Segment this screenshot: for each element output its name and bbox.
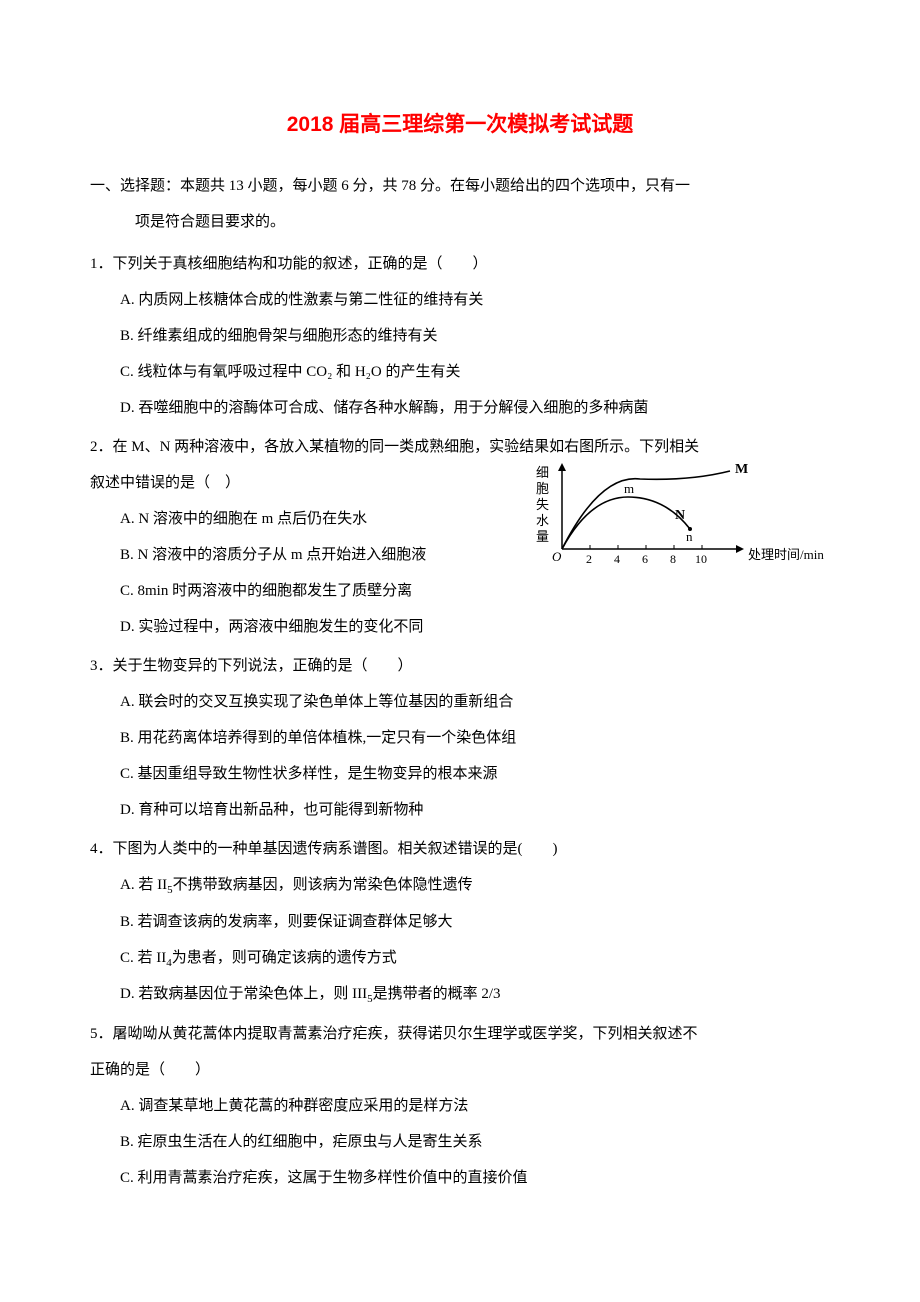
tick-label-4: 4 <box>614 552 620 566</box>
tick-label-2: 2 <box>586 552 592 566</box>
section-intro-line2: 项是符合题目要求的。 <box>135 204 830 240</box>
q4c-pre: C. 若 II <box>120 950 166 966</box>
label-point-n: n <box>686 529 693 544</box>
chart-ylabel-5: 量 <box>536 529 549 544</box>
chart-origin: O <box>552 549 562 564</box>
x-axis-arrow <box>736 545 744 553</box>
curve-m <box>562 471 730 549</box>
page-title: 2018 届高三理综第一次模拟考试试题 <box>90 100 830 150</box>
chart-ylabel-4: 水 <box>536 513 549 528</box>
q1-stem: 1．下列关于真核细胞结构和功能的叙述，正确的是（ ） <box>90 246 830 282</box>
q3-stem: 3．关于生物变异的下列说法，正确的是（ ） <box>90 648 830 684</box>
tick-label-10: 10 <box>695 552 707 566</box>
chart-xlabel: 处理时间/min <box>748 547 824 562</box>
section-intro-line1: 一、选择题：本题共 13 小题，每小题 6 分，共 78 分。在每小题给出的四个… <box>90 168 830 204</box>
q5-option-b: B. 疟原虫生活在人的红细胞中，疟原虫与人是寄生关系 <box>120 1124 830 1160</box>
q4-option-a: A. 若 II5不携带致病基因，则该病为常染色体隐性遗传 <box>120 867 830 903</box>
q1-option-d: D. 吞噬细胞中的溶酶体可合成、储存各种水解酶，用于分解侵入细胞的多种病菌 <box>120 390 830 426</box>
q3-option-c: C. 基因重组导致生物性状多样性，是生物变异的根本来源 <box>120 756 830 792</box>
q1-option-a: A. 内质网上核糖体合成的性激素与第二性征的维持有关 <box>120 282 830 318</box>
label-n-curve: N <box>675 508 685 523</box>
q4-option-c: C. 若 II4为患者，则可确定该病的遗传方式 <box>120 940 830 976</box>
chart-ylabel-2: 胞 <box>536 481 549 496</box>
q5-stem-line2: 正确的是（ ） <box>90 1052 830 1088</box>
q1-option-c: C. 线粒体与有氧呼吸过程中 CO₂ 和 H₂O 的产生有关 <box>120 354 830 390</box>
label-m-curve: M <box>735 462 748 477</box>
q4a-pre: A. 若 II <box>120 877 167 893</box>
q2-option-d: D. 实验过程中，两溶液中细胞发生的变化不同 <box>120 609 830 645</box>
q3-option-b: B. 用花药离体培养得到的单倍体植株,一定只有一个染色体组 <box>120 720 830 756</box>
q5-stem-line1: 5．屠呦呦从黄花蒿体内提取青蒿素治疗疟疾，获得诺贝尔生理学或医学奖，下列相关叙述… <box>90 1016 830 1052</box>
q4a-post: 不携带致病基因，则该病为常染色体隐性遗传 <box>173 877 473 893</box>
q3-option-d: D. 育种可以培育出新品种，也可能得到新物种 <box>120 792 830 828</box>
q2-chart: 细 胞 失 水 量 O 2 4 6 8 10 M N m n 处理时间/min <box>530 459 830 579</box>
q4-stem: 4．下图为人类中的一种单基因遗传病系谱图。相关叙述错误的是( ) <box>90 831 830 867</box>
q4-option-d: D. 若致病基因位于常染色体上，则 III5是携带者的概率 2/3 <box>120 976 830 1012</box>
q5-option-c: C. 利用青蒿素治疗疟疾，这属于生物多样性价值中的直接价值 <box>120 1160 830 1196</box>
label-point-m: m <box>624 481 634 496</box>
tick-label-6: 6 <box>642 552 648 566</box>
q4d-post: 是携带者的概率 2/3 <box>373 986 501 1002</box>
q4-option-b: B. 若调查该病的发病率，则要保证调查群体足够大 <box>120 904 830 940</box>
q1-option-b: B. 纤维素组成的细胞骨架与细胞形态的维持有关 <box>120 318 830 354</box>
q5-option-a: A. 调查某草地上黄花蒿的种群密度应采用的是样方法 <box>120 1088 830 1124</box>
q4c-post: 为患者，则可确定该病的遗传方式 <box>172 950 397 966</box>
tick-label-8: 8 <box>670 552 676 566</box>
curve-n <box>562 497 690 549</box>
q3-option-a: A. 联会时的交叉互换实现了染色单体上等位基因的重新组合 <box>120 684 830 720</box>
chart-ylabel-1: 细 <box>536 465 549 480</box>
chart-ylabel-3: 失 <box>536 497 549 512</box>
q4d-pre: D. 若致病基因位于常染色体上，则 III <box>120 986 367 1002</box>
